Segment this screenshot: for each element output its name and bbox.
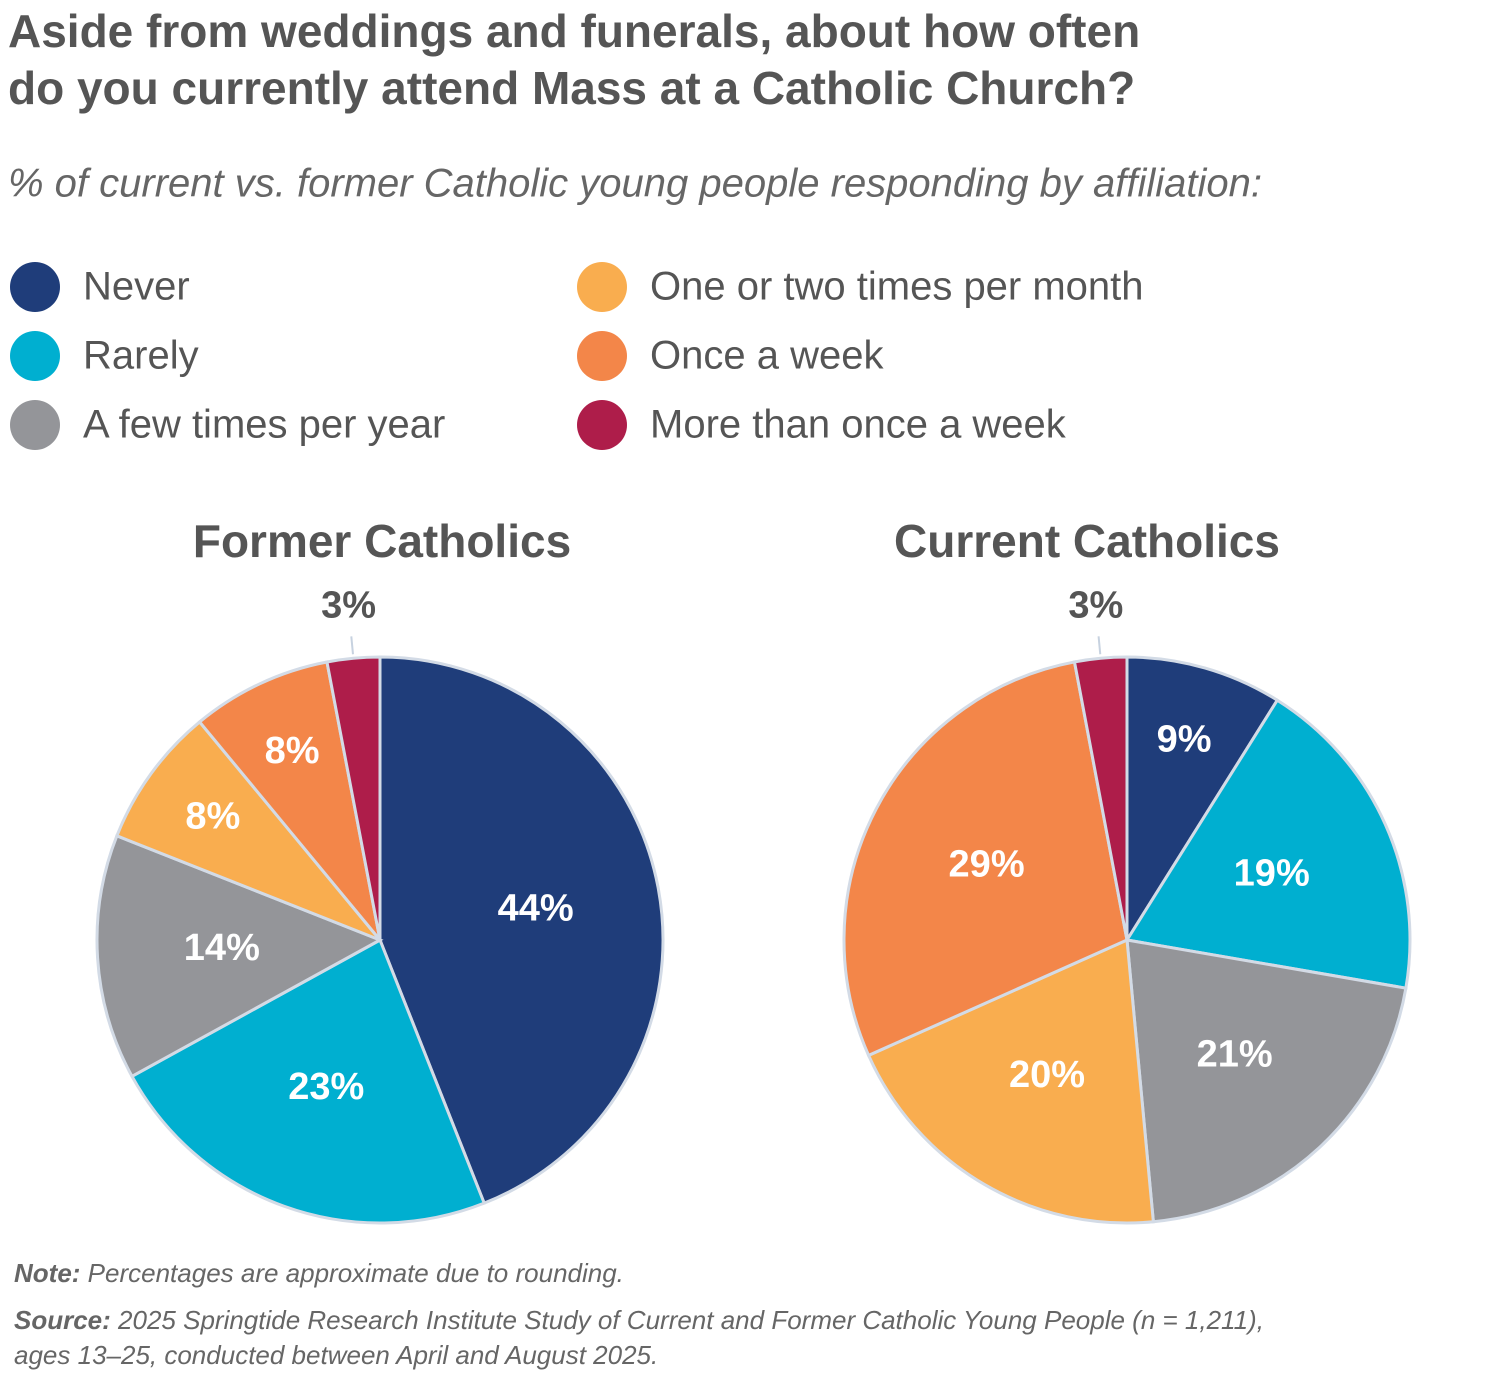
pie-slice [1072,655,1129,941]
pie-slice [1125,655,1280,946]
title-line: Aside from weddings and funerals, about … [8,5,1140,57]
value-label: 20% [1009,1054,1085,1096]
pie-slice [1124,698,1412,990]
legend-label: Rarely [83,334,199,378]
pie-slice [325,655,382,941]
pie-slice [129,937,487,1225]
note-text: Percentages are approximate due to round… [88,1258,624,1288]
pie-title: Former Catholics [193,515,571,567]
legend-label: Once a week [650,334,884,378]
legend-swatch [10,262,60,312]
legend-label: A few times per year [83,403,445,447]
source-text: 2025 Springtide Research Institute Study… [117,1305,1264,1335]
pie-slice [842,660,1129,1058]
value-label: 44% [498,887,574,929]
pie-slice [95,833,384,1079]
value-label: 8% [185,796,240,838]
value-label: 8% [265,730,320,772]
value-label: 3% [1068,585,1123,627]
value-label: 3% [321,585,376,627]
pie-slice [378,655,665,1206]
pie-slice [197,660,382,941]
source: Source: 2025 Springtide Research Institu… [14,1305,1264,1335]
title-line: do you currently attend Mass at a Cathol… [8,62,1135,114]
subtitle: % of current vs. former Catholic young p… [8,162,1262,206]
legend-swatch [10,400,60,450]
leader-line [1097,636,1102,655]
source-text: ages 13–25, conducted between April and … [14,1340,658,1370]
value-label: 14% [184,927,260,969]
legend-label: One or two times per month [650,265,1144,309]
leader-line [350,636,354,655]
legend-label: Never [83,265,190,309]
legend-swatch [577,331,627,381]
note-label: Note: [14,1258,80,1288]
legend-label: More than once a week [650,403,1067,447]
note: Note: Percentages are approximate due to… [14,1258,624,1288]
legend-swatch [577,400,627,450]
pie-title: Current Catholics [894,515,1280,567]
value-label: 21% [1197,1033,1273,1075]
pie-slice [114,719,382,942]
legend-swatch [10,331,60,381]
value-label: 23% [288,1066,364,1108]
source-label: Source: [14,1305,111,1335]
value-label: 9% [1157,718,1212,760]
legend-swatch [577,262,627,312]
pie-slice [866,937,1156,1225]
value-label: 19% [1234,852,1310,894]
pie-slice [1125,938,1408,1224]
value-label: 29% [949,844,1025,886]
